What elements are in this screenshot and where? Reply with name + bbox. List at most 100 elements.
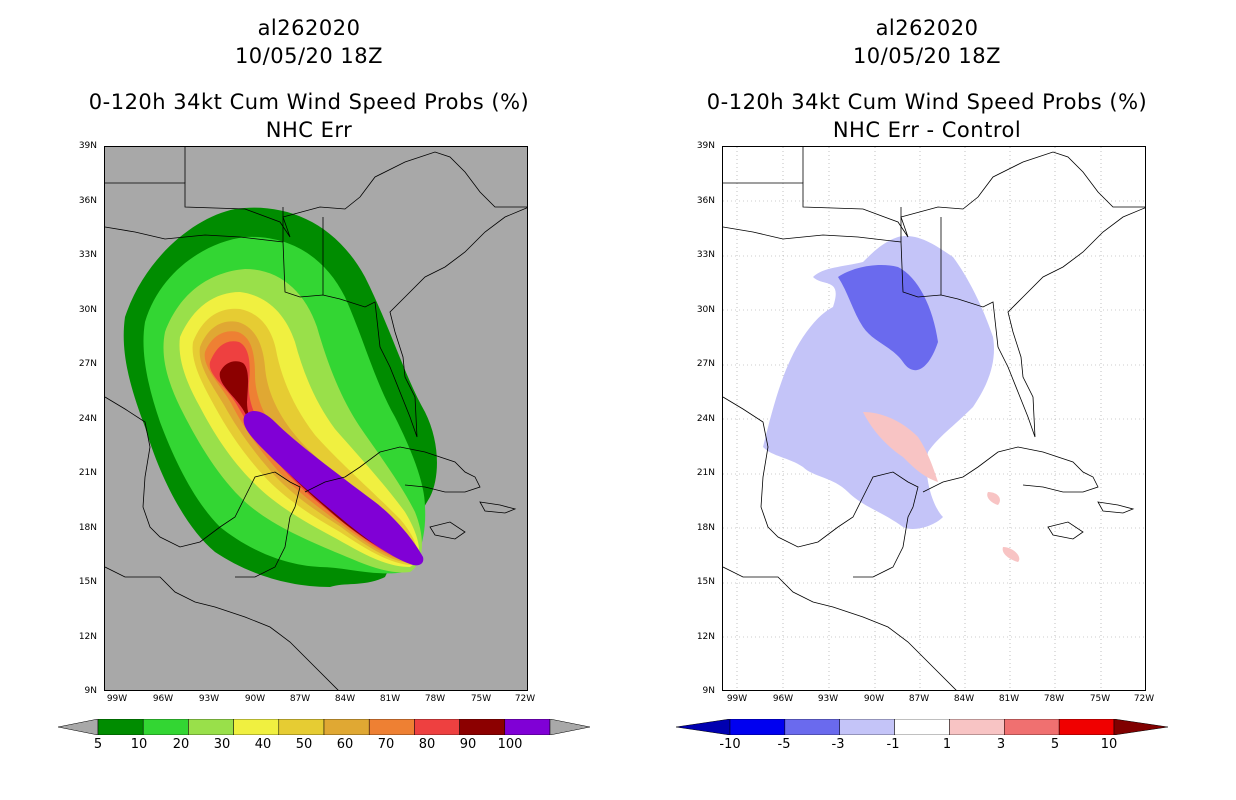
- subtitle: NHC Err: [265, 118, 353, 142]
- lon-label: 99W: [726, 694, 748, 704]
- colorbar-swatch: [784, 719, 840, 735]
- lat-label: 21N: [696, 468, 715, 478]
- lon-label: 78W: [1043, 694, 1065, 704]
- coastlines: [105, 147, 527, 690]
- lon-label: 90W: [863, 694, 885, 704]
- storm-id-title: al262020: [875, 16, 979, 40]
- lon-label: 99W: [106, 694, 128, 704]
- colorbar-swatch: [894, 719, 950, 735]
- colorbar-label: 30: [213, 737, 231, 752]
- colorbar-swatches: [97, 719, 551, 735]
- lat-label: 18N: [78, 523, 97, 533]
- colorbar-swatch: [142, 719, 189, 735]
- colorbar-label: 60: [336, 737, 354, 752]
- colorbar-label: 100: [497, 737, 523, 752]
- lat-label: 36N: [78, 196, 97, 206]
- colorbar-swatch: [97, 719, 144, 735]
- lat-label: 12N: [78, 632, 97, 642]
- lat-label: 39N: [696, 141, 715, 151]
- colorbar-label: -3: [831, 737, 845, 752]
- lat-label: 9N: [84, 686, 97, 696]
- panel-nhc-err-minus-control: al262020 10/05/20 18Z 0-120h 34kt Cum Wi…: [618, 0, 1236, 800]
- colorbar-swatch: [188, 719, 234, 735]
- contour-neg-3-to-5: [838, 265, 938, 371]
- difference-contours: [763, 236, 1020, 562]
- coastlines: [723, 147, 1145, 690]
- colorbar-label: -5: [777, 737, 791, 752]
- contour-pos-1-to-3: [987, 492, 1000, 505]
- lat-label: 21N: [78, 468, 97, 478]
- colorbar-swatch: [459, 719, 506, 735]
- lat-label: 18N: [696, 523, 715, 533]
- colorbar-low-arrow: [676, 719, 731, 735]
- map-graphic: [105, 147, 527, 690]
- colorbar-swatch: [233, 719, 280, 735]
- lon-label: 90W: [244, 694, 266, 704]
- lon-label: 96W: [772, 694, 794, 704]
- colorbar-swatch: [504, 719, 551, 735]
- datetime-title: 10/05/20 18Z: [852, 44, 1002, 68]
- colorbar-swatch: [949, 719, 1005, 735]
- colorbar-swatches: [676, 719, 1169, 735]
- lat-label: 27N: [78, 359, 97, 369]
- contour-neg-1-to-3: [763, 236, 994, 529]
- contour-90: [243, 411, 424, 566]
- lon-label: 84W: [334, 694, 356, 704]
- product-title: 0-120h 34kt Cum Wind Speed Probs (%): [88, 90, 530, 114]
- colorbar-label: 10: [1100, 737, 1118, 752]
- lat-label: 30N: [696, 305, 715, 315]
- colorbar-label: 20: [172, 737, 190, 752]
- lon-label: 78W: [424, 694, 446, 704]
- colorbar: [676, 719, 1169, 735]
- lat-label: 33N: [696, 250, 715, 260]
- lon-label: 87W: [908, 694, 930, 704]
- storm-id-title: al262020: [257, 16, 361, 40]
- lat-label: 39N: [78, 141, 97, 151]
- lat-label: 24N: [78, 414, 97, 424]
- colorbar-low-arrow: [58, 719, 99, 735]
- difference-map: [722, 146, 1146, 691]
- colorbar-label: 3: [996, 737, 1006, 752]
- colorbar-label: -1: [886, 737, 900, 752]
- contour-pos-1-to-3: [863, 412, 938, 482]
- lon-label: 96W: [152, 694, 174, 704]
- lat-label: 27N: [696, 359, 715, 369]
- lon-label: 75W: [470, 694, 492, 704]
- datetime-title: 10/05/20 18Z: [234, 44, 384, 68]
- colorbar-label: 1: [942, 737, 952, 752]
- colorbar-swatch: [1058, 719, 1115, 735]
- colorbar-swatch: [729, 719, 786, 735]
- colorbar-label: 10: [130, 737, 148, 752]
- colorbar-swatch: [414, 719, 460, 735]
- lon-label: 87W: [289, 694, 311, 704]
- colorbar-label: 70: [377, 737, 395, 752]
- colorbar-swatch: [323, 719, 370, 735]
- probability-map: [104, 146, 528, 691]
- panel-nhc-err: al262020 10/05/20 18Z 0-120h 34kt Cum Wi…: [58, 16, 591, 752]
- lat-label: 15N: [78, 577, 97, 587]
- lon-label: 93W: [198, 694, 220, 704]
- prob-contours: [123, 207, 437, 587]
- colorbar-high-arrow: [549, 719, 591, 735]
- subtitle: NHC Err - Control: [832, 118, 1022, 142]
- lon-label: 93W: [817, 694, 839, 704]
- lat-label: 9N: [702, 686, 715, 696]
- colorbar-label: 80: [418, 737, 436, 752]
- colorbar-label: 40: [254, 737, 272, 752]
- lat-label: 33N: [78, 250, 97, 260]
- contour-pos-1-to-3: [1002, 547, 1020, 562]
- lon-label: 81W: [998, 694, 1020, 704]
- product-title: 0-120h 34kt Cum Wind Speed Probs (%): [706, 90, 1148, 114]
- lon-label: 75W: [1089, 694, 1111, 704]
- map-graphic: [723, 147, 1145, 690]
- lat-label: 30N: [78, 305, 97, 315]
- colorbar-label: -10: [719, 737, 741, 752]
- colorbar-swatch: [839, 719, 895, 735]
- colorbar-swatch: [278, 719, 325, 735]
- colorbar-label: 5: [1050, 737, 1060, 752]
- colorbar-swatch: [368, 719, 415, 735]
- colorbar: [58, 719, 591, 735]
- lon-label: 72W: [1133, 694, 1155, 704]
- lon-label: 81W: [379, 694, 401, 704]
- colorbar-label: 90: [459, 737, 477, 752]
